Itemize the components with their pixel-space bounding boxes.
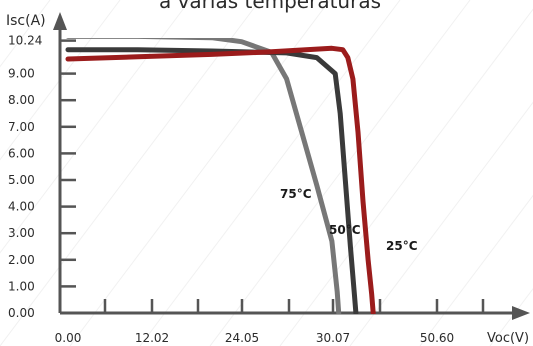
y-axis-arrow <box>53 12 67 30</box>
y-tick-label: 8.00 <box>8 93 35 107</box>
temperature-label: 50°C <box>329 223 361 237</box>
temperature-labels: 75°C 50°C 25°C <box>280 187 418 253</box>
series <box>65 38 376 314</box>
y-tick-label: 3.00 <box>8 226 35 240</box>
chart-title: a varias temperaturas <box>159 0 381 13</box>
y-tick-label: 5.00 <box>8 173 35 187</box>
y-tick-label: 10.24 <box>8 34 42 48</box>
background-stripe <box>139 0 401 346</box>
x-tick-label: 24.05 <box>225 331 259 345</box>
y-tick-label: 9.00 <box>8 67 35 81</box>
x-tick-label: 12.02 <box>135 331 169 345</box>
x-ticks: 0.00 12.02 24.05 30.07 50.60 <box>55 299 485 345</box>
axes <box>53 12 530 320</box>
y-tick-label: 2.00 <box>8 253 35 267</box>
y-tick-label: 7.00 <box>8 120 35 134</box>
x-tick-label: 30.07 <box>316 331 350 345</box>
background-stripe <box>0 0 51 68</box>
background-stripe <box>349 101 533 346</box>
curve-25c <box>65 45 376 314</box>
temperature-label: 25°C <box>386 239 418 253</box>
y-tick-label: 4.00 <box>8 200 35 214</box>
background-stripe <box>489 287 533 346</box>
y-tick-label: 0.00 <box>8 306 35 320</box>
background-stripe <box>0 0 261 346</box>
y-ticks: 0.00 1.00 2.00 3.00 4.00 5.00 6.00 7.00 8.00 9.00… <box>8 34 76 320</box>
y-axis-label: Isc(A) <box>6 13 46 29</box>
background-stripe <box>69 0 331 346</box>
background-stripe <box>419 194 533 346</box>
x-tick-label: 0.00 <box>55 331 82 345</box>
x-axis-label: Voc(V) <box>487 331 529 346</box>
curve-50c <box>65 47 359 314</box>
curve-75c <box>66 38 342 314</box>
temperature-label: 75°C <box>280 187 312 201</box>
y-tick-label: 1.00 <box>8 279 35 293</box>
background-stripe <box>209 0 471 346</box>
x-axis-arrow <box>512 306 530 320</box>
x-tick-label: 50.60 <box>420 331 454 345</box>
background-stripe <box>279 8 533 346</box>
y-tick-label: 6.00 <box>8 146 35 160</box>
